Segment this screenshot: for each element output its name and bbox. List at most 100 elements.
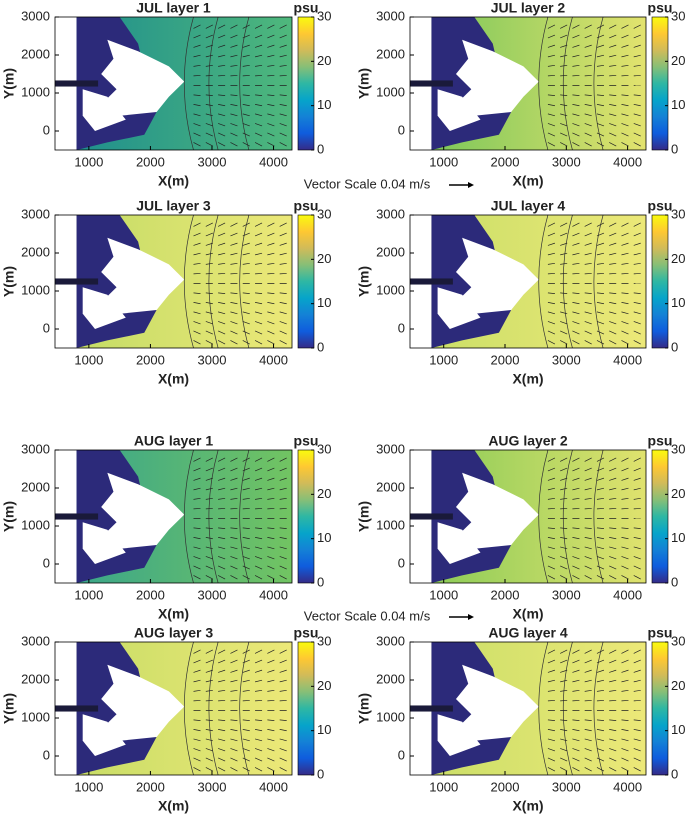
x-axis-label: X(m) xyxy=(512,606,543,622)
colorbar-tick-label: 0 xyxy=(671,141,678,156)
chart-title: JUL layer 1 xyxy=(136,0,211,16)
x-tick-label: 4000 xyxy=(613,779,642,794)
x-tick-label: 2000 xyxy=(136,587,165,602)
chart-title: AUG layer 2 xyxy=(488,433,568,449)
x-tick-label: 1000 xyxy=(74,779,103,794)
x-tick-label: 3000 xyxy=(552,779,581,794)
colorbar-label: psu xyxy=(648,433,673,449)
chart-title: AUG layer 4 xyxy=(488,625,568,641)
y-axis-label: Y(m) xyxy=(356,68,372,99)
colorbar-tick-label: 30 xyxy=(671,8,685,23)
colorbar-label: psu xyxy=(648,198,673,214)
field xyxy=(410,450,646,583)
y-tick-label: 2000 xyxy=(21,244,50,259)
colorbar xyxy=(652,17,668,150)
y-axis-label: Y(m) xyxy=(1,266,17,297)
x-tick-label: 1000 xyxy=(429,587,458,602)
colorbar-tick-label: 30 xyxy=(671,206,685,221)
colorbar xyxy=(298,450,314,583)
colorbar-tick-label: 30 xyxy=(671,441,685,456)
x-tick-label: 4000 xyxy=(259,154,288,169)
y-tick-label: 1000 xyxy=(376,517,405,532)
y-tick-label: 2000 xyxy=(21,479,50,494)
channel xyxy=(55,705,98,711)
colorbar-tick-label: 10 xyxy=(317,295,331,310)
colorbar-tick-label: 0 xyxy=(671,339,678,354)
colorbar xyxy=(652,450,668,583)
x-tick-label: 1000 xyxy=(74,352,103,367)
colorbar-tick-label: 10 xyxy=(671,530,685,545)
colorbar-tick-label: 0 xyxy=(317,339,324,354)
x-tick-label: 2000 xyxy=(491,352,520,367)
y-tick-label: 3000 xyxy=(21,441,50,456)
x-tick-label: 4000 xyxy=(613,352,642,367)
colorbar-tick-label: 30 xyxy=(317,8,331,23)
y-tick-label: 3000 xyxy=(21,206,50,221)
x-tick-label: 4000 xyxy=(613,587,642,602)
colorbar-tick-label: 30 xyxy=(317,441,331,456)
colorbar-tick-label: 20 xyxy=(671,53,685,68)
colorbar-label: psu xyxy=(294,198,319,214)
vector-scale-arrowhead xyxy=(468,182,474,188)
y-tick-label: 2000 xyxy=(376,244,405,259)
x-axis-label: X(m) xyxy=(158,606,189,622)
colorbar-tick-label: 10 xyxy=(317,530,331,545)
colorbar-tick-label: 0 xyxy=(317,574,324,589)
x-tick-label: 3000 xyxy=(552,352,581,367)
x-tick-label: 4000 xyxy=(613,154,642,169)
field xyxy=(55,642,292,775)
x-tick-label: 3000 xyxy=(552,154,581,169)
x-tick-label: 2000 xyxy=(491,779,520,794)
colorbar-tick-label: 20 xyxy=(671,486,685,501)
colorbar-tick-label: 20 xyxy=(317,53,331,68)
x-tick-label: 1000 xyxy=(429,154,458,169)
colorbar-tick-label: 10 xyxy=(317,722,331,737)
colorbar-tick-label: 30 xyxy=(317,206,331,221)
y-axis-label: Y(m) xyxy=(356,266,372,297)
y-tick-label: 0 xyxy=(43,320,50,335)
colorbar-label: psu xyxy=(648,0,673,16)
y-axis-label: Y(m) xyxy=(1,693,17,724)
y-axis-label: Y(m) xyxy=(1,68,17,99)
chart-title: AUG layer 3 xyxy=(134,625,214,641)
channel xyxy=(410,513,453,519)
x-tick-label: 3000 xyxy=(198,352,227,367)
x-axis-label: X(m) xyxy=(158,371,189,387)
colorbar xyxy=(652,642,668,775)
y-tick-label: 1000 xyxy=(376,282,405,297)
y-axis-label: Y(m) xyxy=(356,501,372,532)
colorbar-tick-label: 20 xyxy=(671,251,685,266)
x-tick-label: 4000 xyxy=(259,587,288,602)
y-tick-label: 2000 xyxy=(376,671,405,686)
x-tick-label: 2000 xyxy=(136,352,165,367)
y-tick-label: 1000 xyxy=(21,84,50,99)
x-tick-label: 1000 xyxy=(74,154,103,169)
channel xyxy=(410,705,453,711)
colorbar-label: psu xyxy=(294,625,319,641)
channel xyxy=(55,80,98,86)
chart-title: JUL layer 3 xyxy=(136,198,211,214)
colorbar-tick-label: 30 xyxy=(671,633,685,648)
field xyxy=(55,450,292,583)
chart-title: JUL layer 2 xyxy=(491,0,566,16)
y-tick-label: 0 xyxy=(398,555,405,570)
y-tick-label: 0 xyxy=(398,320,405,335)
colorbar-tick-label: 20 xyxy=(317,486,331,501)
vector-scale-arrowhead xyxy=(468,614,474,620)
colorbar-tick-label: 30 xyxy=(317,633,331,648)
x-tick-label: 1000 xyxy=(429,352,458,367)
x-tick-label: 4000 xyxy=(259,352,288,367)
field xyxy=(410,215,646,348)
x-axis-label: X(m) xyxy=(512,371,543,387)
colorbar-tick-label: 0 xyxy=(317,766,324,781)
y-tick-label: 0 xyxy=(43,122,50,137)
colorbar-tick-label: 20 xyxy=(317,678,331,693)
x-axis-label: X(m) xyxy=(512,173,543,189)
y-tick-label: 1000 xyxy=(376,709,405,724)
x-tick-label: 2000 xyxy=(491,154,520,169)
x-tick-label: 2000 xyxy=(136,154,165,169)
colorbar xyxy=(298,642,314,775)
colorbar-label: psu xyxy=(294,0,319,16)
colorbar xyxy=(652,215,668,348)
